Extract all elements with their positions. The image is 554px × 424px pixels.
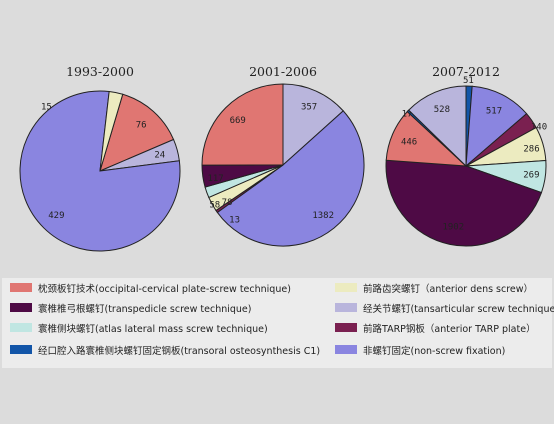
slice-value-label: 17	[402, 109, 413, 119]
pie-slice-tas	[408, 85, 467, 168]
legend-item-alms: 寰椎侧块螺钉(atlas lateral mass screw techniqu…	[10, 323, 268, 335]
legend-label: 枕颈板钉技术(occipital-cervical plate-screw te…	[38, 283, 291, 295]
pie-slice-nsf	[465, 85, 528, 168]
legend-label: 寰椎侧块螺钉(atlas lateral mass screw techniqu…	[38, 323, 268, 335]
pie-charts: 1993-2000 76 24 429 15 2001-2006 357 1382 13 7858…	[19, 64, 547, 252]
pie-1993-2000: 1993-2000 76 24 429 15	[19, 64, 181, 252]
legend-item-toc1: 经口腔入路寰椎侧块螺钉固定钢板(transoral osteosynthesis…	[10, 345, 320, 357]
slice-value-label: 446	[401, 137, 417, 147]
legend-label: 前路TARP钢板（anterior TARP plate）	[363, 323, 536, 335]
legend-label: 非螺钉固定(non-screw fixation)	[363, 345, 505, 357]
legend-box	[2, 278, 552, 368]
slice-value-label: 15	[41, 102, 52, 112]
legend-item-tps: 寰椎椎弓根螺钉(transpedicle screw technique)	[10, 303, 251, 315]
pie-title: 2007-2012	[432, 64, 500, 79]
legend-item-nsf: 非螺钉固定(non-screw fixation)	[335, 345, 505, 357]
slice-value-label: 528	[434, 105, 450, 115]
legend: 枕颈板钉技术(occipital-cervical plate-screw te…	[10, 283, 554, 357]
legend-swatch	[10, 283, 32, 292]
pie-slice-nsf	[216, 110, 365, 247]
slice-value-label: 13	[229, 216, 240, 226]
legend-item-ocps: 枕颈板钉技术(occipital-cervical plate-screw te…	[10, 283, 291, 295]
pie-slice-ocps	[99, 93, 175, 172]
legend-swatch	[335, 303, 357, 312]
pie-slice-ocps	[201, 83, 284, 166]
legend-item-ads: 前路齿突螺钉（anterior dens screw）	[335, 283, 533, 295]
pie-slice-ads	[99, 90, 124, 172]
legend-swatch	[335, 323, 357, 332]
slice-value-label: 76	[136, 121, 147, 131]
slice-value-label: 140	[531, 123, 547, 133]
slice-value-label: 117	[207, 174, 223, 184]
legend-swatch	[335, 283, 357, 292]
slice-value-label: 357	[301, 103, 317, 113]
slice-value-label: 669	[230, 116, 246, 126]
pie-slice-tas	[282, 83, 344, 167]
pie-title: 1993-2000	[66, 64, 134, 79]
pie-title: 2001-2006	[249, 64, 317, 79]
legend-label: 前路齿突螺钉（anterior dens screw）	[363, 283, 533, 295]
slice-value-label: 269	[523, 170, 539, 180]
legend-swatch	[335, 345, 357, 354]
legend-swatch	[10, 323, 32, 332]
legend-label: 寰椎椎弓根螺钉(transpedicle screw technique)	[38, 303, 251, 315]
legend-label: 经关节螺钉(tansarticular screw technique)	[363, 303, 554, 315]
slice-value-label: 24	[154, 151, 165, 161]
legend-swatch	[10, 345, 32, 354]
legend-label: 经口腔入路寰椎侧块螺钉固定钢板(transoral osteosynthesis…	[38, 345, 320, 357]
slice-value-label: 429	[48, 211, 64, 221]
slice-value-label: 51	[463, 76, 474, 86]
slice-value-label: 517	[486, 107, 502, 117]
slice-value-label: 1902	[442, 223, 464, 233]
legend-swatch	[10, 303, 32, 312]
slice-value-label: 286	[523, 145, 539, 155]
pie-slice-tps	[385, 159, 543, 247]
slice-value-label: 58	[209, 201, 220, 211]
slice-value-label: 78	[222, 198, 233, 208]
slice-value-label: 1382	[312, 211, 334, 221]
legend-item-tarp: 前路TARP钢板（anterior TARP plate）	[335, 323, 536, 335]
legend-item-tas: 经关节螺钉(tansarticular screw technique)	[335, 303, 554, 315]
